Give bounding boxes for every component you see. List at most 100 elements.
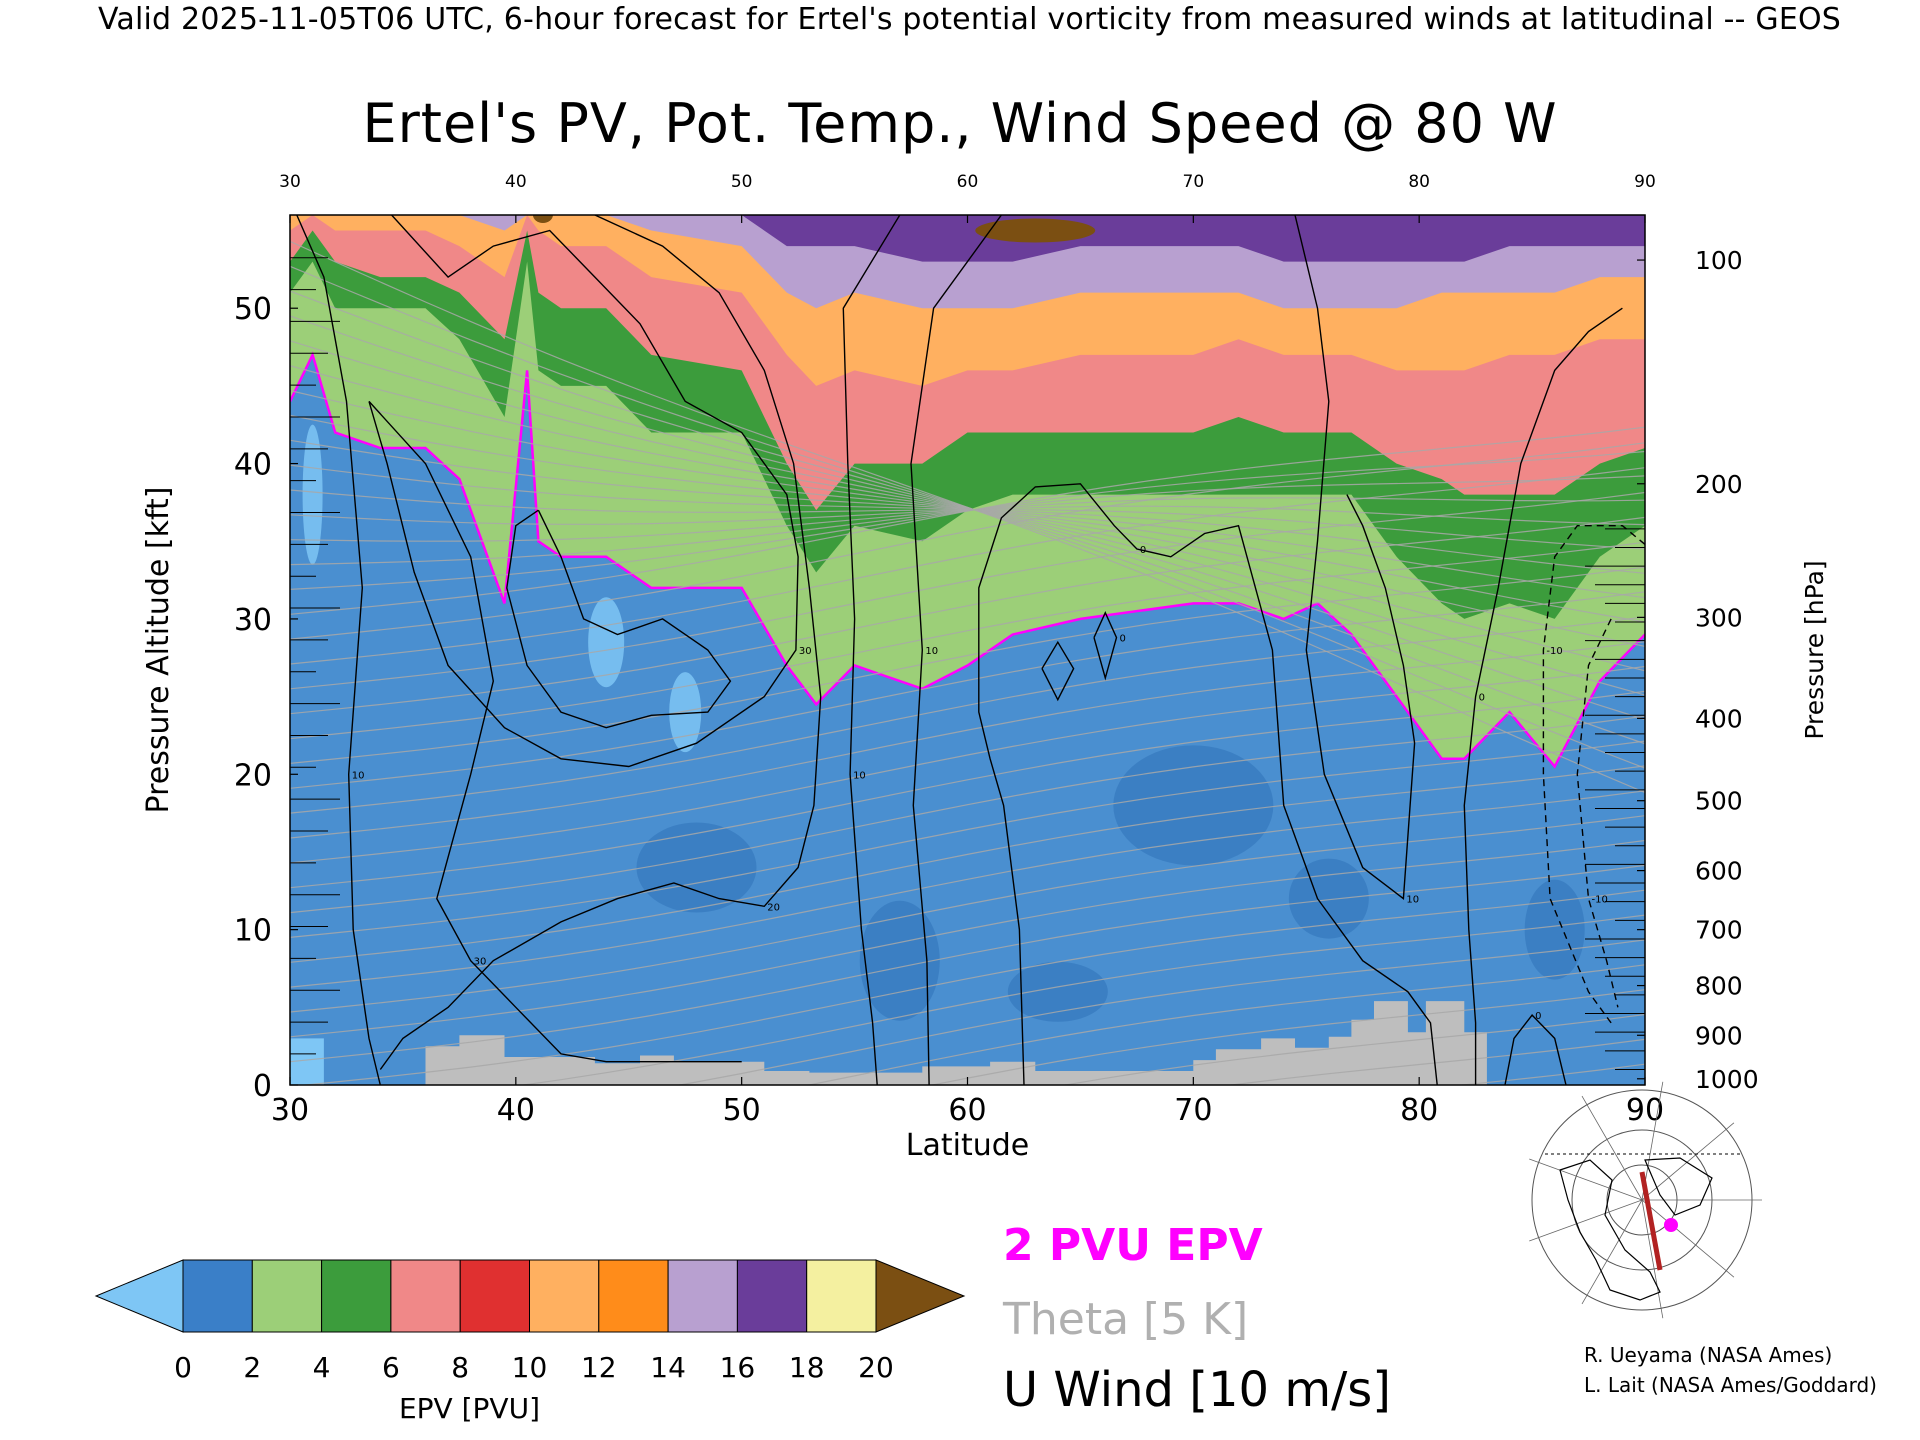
map-meridian [1581, 1199, 1643, 1305]
top-x-tick-label: 30 [279, 172, 301, 192]
wind-contour-label: 0 [1535, 1011, 1541, 1022]
wind-contour-label: 0 [1120, 634, 1126, 645]
colorbar-label: EPV [PVU] [399, 1392, 540, 1425]
theta-contour [299, 889, 1645, 1085]
x-tick-label: 90 [1626, 1093, 1664, 1128]
colorbar-tick-label: 2 [243, 1351, 261, 1384]
right-y-axis-label: Pressure [hPa] [1800, 560, 1829, 739]
wind-contour-label: 0 [1140, 545, 1146, 556]
theta-contour [290, 690, 1645, 889]
map-meridian [1529, 1199, 1643, 1242]
credit-line-2: L. Lait (NASA Ames/Goddard) [1584, 1373, 1877, 1397]
colorbar-tick-label: 18 [789, 1351, 825, 1384]
low-pv-patch [669, 672, 702, 753]
theta-contour [290, 467, 1645, 665]
colorbar-swatch [321, 1259, 392, 1333]
colorbar-swatch [459, 1259, 531, 1333]
top-x-tick-label: 40 [505, 172, 527, 192]
mid-pv-patch [1007, 961, 1108, 1022]
wind-contour [842, 215, 901, 1085]
low-pv-patch [588, 597, 625, 688]
colorbar-tick-label: 20 [858, 1351, 894, 1384]
pv-2pvu-line [290, 351, 1645, 769]
wind-contour-label: 10 [925, 646, 938, 657]
wind-contour [1294, 215, 1416, 900]
right-y-tick-label: 300 [1695, 603, 1743, 632]
colorbar-swatch [598, 1259, 669, 1333]
map-section-line [1639, 1171, 1663, 1271]
x-tick-label: 60 [948, 1093, 986, 1128]
y-tick-label: 10 [234, 914, 272, 949]
colorbar-tick-label: 8 [451, 1351, 469, 1384]
top-x-tick-label: 60 [957, 172, 979, 192]
theta-contour [290, 641, 1645, 839]
wind-contour [1041, 640, 1075, 702]
colorbar-tick-label: 12 [581, 1351, 617, 1384]
valid-time-banner: Valid 2025-11-05T06 UTC, 6-hour forecast… [98, 2, 1842, 37]
colorbar-tick-label: 0 [174, 1351, 192, 1384]
theta-contour [290, 715, 1645, 914]
theta-contour [290, 790, 1645, 988]
high-pv-patch [532, 215, 553, 223]
colorbar-swatch [736, 1259, 808, 1333]
mid-pv-patch [1524, 879, 1585, 980]
wind-contour [910, 215, 1002, 1085]
colorbar-swatch [390, 1259, 461, 1333]
theta-contour [519, 914, 1645, 1085]
theta-contour [290, 740, 1645, 938]
x-axis-label: Latitude [906, 1128, 1029, 1163]
wind-contour-label: 30 [799, 646, 812, 657]
colorbar-swatch [529, 1259, 600, 1333]
x-tick-label: 50 [723, 1093, 761, 1128]
y-axis-label: Pressure Altitude [kft] [141, 487, 176, 814]
legend-entry: U Wind [10 m/s] [1003, 1362, 1391, 1418]
mid-pv-patch [636, 822, 757, 913]
theta-contour [290, 240, 1645, 794]
y-tick-label: 30 [234, 603, 272, 638]
map-marker [1664, 1218, 1678, 1232]
legend-entry: Theta [5 K] [1002, 1294, 1248, 1345]
wind-contour-label: 10 [352, 770, 365, 781]
right-y-tick-label: 800 [1695, 972, 1743, 1001]
wind-contour-label: 20 [767, 902, 780, 913]
right-y-tick-label: 500 [1695, 787, 1743, 816]
colorbar-tick-label: 10 [512, 1351, 548, 1384]
colorbar-under-arrow [94, 1259, 184, 1333]
map-coastline [1559, 1159, 1661, 1301]
x-tick-label: 30 [271, 1093, 309, 1128]
legend-entry: 2 PVU EPV [1003, 1220, 1263, 1271]
theta-contour [290, 616, 1645, 814]
right-y-tick-label: 900 [1695, 1021, 1743, 1050]
right-y-tick-label: 700 [1695, 916, 1743, 945]
right-y-tick-label: 600 [1695, 857, 1743, 886]
credit-line-1: R. Ueyama (NASA Ames) [1584, 1343, 1833, 1367]
mid-pv-patch [859, 900, 940, 1021]
top-x-tick-label: 90 [1634, 172, 1656, 192]
theta-contour [290, 815, 1645, 1013]
wind-contour-label: 10 [853, 770, 866, 781]
right-y-tick-label: 100 [1695, 246, 1743, 275]
colorbar-over-arrow [875, 1259, 966, 1333]
wind-contour [1093, 610, 1118, 681]
chart-title: Ertel's PV, Pot. Temp., Wind Speed @ 80 … [362, 92, 1558, 155]
wind-contour [978, 483, 1438, 1085]
theta-contour [290, 491, 1645, 690]
colorbar-tick-label: 16 [720, 1351, 756, 1384]
top-x-tick-label: 70 [1183, 172, 1205, 192]
theta-contour [290, 566, 1645, 764]
map-meridian [1581, 1095, 1643, 1201]
wind-contour-label: 10 [1406, 895, 1419, 906]
map-meridian [1641, 1199, 1735, 1278]
wind-contour-label: -10 [1592, 895, 1608, 906]
x-tick-label: 40 [497, 1093, 535, 1128]
colorbar-swatch [251, 1259, 323, 1333]
top-x-tick-label: 80 [1408, 172, 1430, 192]
y-tick-label: 0 [253, 1069, 272, 1104]
right-y-tick-label: 400 [1695, 704, 1743, 733]
theta-contour [290, 765, 1645, 963]
map-meridian [1641, 1199, 1664, 1319]
theta-contour [1061, 1013, 1645, 1085]
colorbar-tick-label: 4 [313, 1351, 331, 1384]
